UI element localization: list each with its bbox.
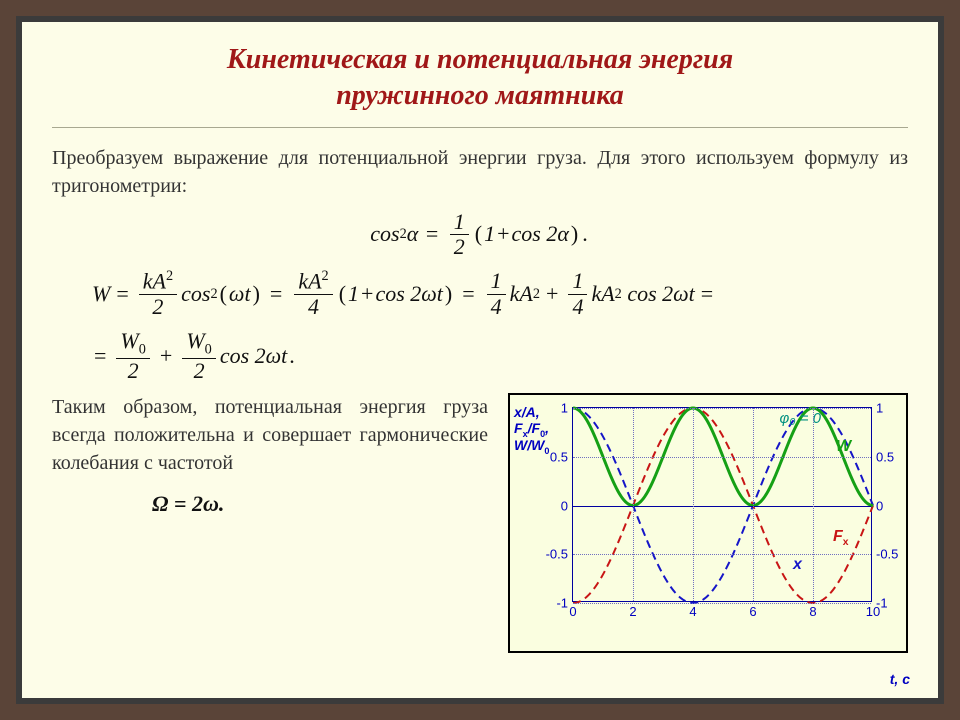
frac-1-4b: 1 4 bbox=[568, 269, 587, 318]
phi-label: φ₀ = 0 bbox=[779, 410, 821, 427]
intro-paragraph: Преобразуем выражение для потенциальной … bbox=[52, 144, 908, 200]
frac-W0-2a: W0 2 bbox=[116, 329, 149, 383]
sym-W: W bbox=[92, 281, 110, 307]
conclusion-paragraph: Таким образом, потенциальная энергия гру… bbox=[52, 393, 488, 477]
frac-1-4a: 1 4 bbox=[487, 269, 506, 318]
omega-equation: Ω = 2ω. bbox=[52, 491, 488, 517]
chart-plot-area: φ₀ = 0 -1-1-0.5-0.5000.50.5110246810xFxW bbox=[572, 407, 872, 602]
curve-label-Fx: Fx bbox=[833, 528, 849, 548]
conclusion-col: Таким образом, потенциальная энергия гру… bbox=[52, 393, 488, 517]
slide-frame: Кинетическая и потенциальная энергия пру… bbox=[16, 16, 944, 704]
chart-box: x/A, Fx/F0, W/W0 φ₀ = 0 -1-1-0.5-0.5000.… bbox=[508, 393, 908, 653]
formula-W-final: = W0 2 + W0 2 cos 2ωt. bbox=[52, 329, 908, 383]
title-line-2: пружинного маятника bbox=[52, 78, 908, 114]
divider bbox=[52, 127, 908, 128]
formula-cos-identity: cos2 α = 1 2 (1 + cos 2α ). bbox=[52, 210, 908, 259]
lower-row: Таким образом, потенциальная энергия гру… bbox=[52, 393, 908, 653]
x-axis-label: t, c bbox=[890, 671, 910, 687]
curve-label-x: x bbox=[793, 556, 802, 574]
title-line-1: Кинетическая и потенциальная энергия bbox=[52, 42, 908, 78]
frac-W0-2b: W0 2 bbox=[182, 329, 215, 383]
formula-W-expansion: W = kA2 2 cos2 (ωt) = kA2 4 (1 + cos 2ωt… bbox=[52, 269, 908, 319]
frac-half: 1 2 bbox=[450, 210, 469, 259]
frac-kA2-4: kA2 4 bbox=[294, 269, 332, 319]
frac-kA2-2: kA2 2 bbox=[139, 269, 177, 319]
y-axis-label: x/A, Fx/F0, W/W0 bbox=[514, 405, 549, 456]
alpha: α bbox=[407, 221, 419, 247]
cos-fn: cos bbox=[370, 221, 399, 247]
curve-label-W: W bbox=[836, 438, 851, 456]
title-block: Кинетическая и потенциальная энергия пру… bbox=[52, 42, 908, 115]
